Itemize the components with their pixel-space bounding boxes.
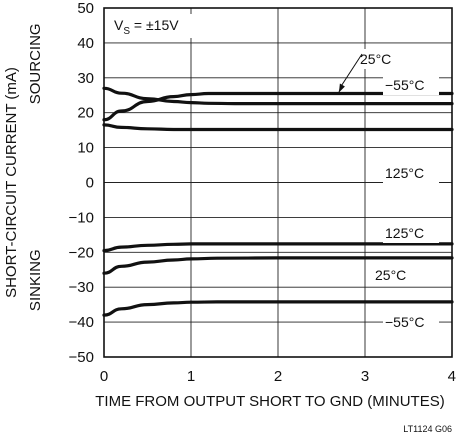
annotation-background bbox=[358, 49, 414, 69]
x-tick-label: 3 bbox=[361, 368, 369, 385]
annotation-arrowhead bbox=[338, 83, 345, 93]
curve-annotations: 25°C −55°C 125°C 125°C 25°C −55°C bbox=[338, 49, 439, 332]
annotation-background bbox=[383, 75, 439, 95]
y-tick-label: 30 bbox=[77, 70, 94, 87]
x-tick-label: 2 bbox=[274, 368, 282, 385]
condition-main: V bbox=[114, 17, 124, 33]
y-tick-label: 20 bbox=[77, 105, 94, 122]
figure-id: LT1124 G06 bbox=[403, 424, 452, 434]
annotation-background bbox=[383, 223, 439, 243]
y-tick-label: −50 bbox=[69, 349, 94, 366]
annotation-background bbox=[383, 312, 439, 332]
series-line bbox=[102, 123, 454, 132]
annotation-background bbox=[373, 265, 429, 285]
curve-annotation: 125°C bbox=[385, 165, 424, 181]
sourcing-label: SOURCING bbox=[27, 23, 44, 104]
y-tick-label: 10 bbox=[77, 140, 94, 157]
condition-rest: = ±15V bbox=[130, 17, 179, 33]
y-tick-label: −10 bbox=[69, 209, 94, 226]
x-tick-label: 4 bbox=[448, 368, 456, 385]
condition-label: VS = ±15V bbox=[114, 17, 179, 37]
curve-annotation: −55°C bbox=[385, 314, 424, 330]
curves bbox=[102, 86, 454, 317]
series-line bbox=[102, 300, 454, 317]
x-axis-label: TIME FROM OUTPUT SHORT TO GND (MINUTES) bbox=[95, 393, 444, 410]
series-line bbox=[102, 86, 454, 106]
y-tick-label: 50 bbox=[77, 0, 94, 17]
plot-frame bbox=[103, 7, 453, 358]
series-line bbox=[102, 256, 454, 275]
y-tick-label: −20 bbox=[69, 244, 94, 261]
x-tick-label: 1 bbox=[187, 368, 195, 385]
x-tick-label: 0 bbox=[100, 368, 108, 385]
y-tick-label: 0 bbox=[86, 175, 94, 192]
series-line bbox=[102, 242, 454, 253]
curve-annotation: −55°C bbox=[385, 77, 424, 93]
annotation-background bbox=[383, 163, 439, 183]
y-tick-label: −40 bbox=[69, 314, 94, 331]
y-tick-label: −30 bbox=[69, 279, 94, 296]
condition-subscript: S bbox=[123, 26, 130, 37]
series-line bbox=[102, 91, 454, 122]
curve-annotation: 25°C bbox=[360, 51, 391, 67]
y-tick-label: 40 bbox=[77, 35, 94, 52]
tick-labels: 50 40 30 20 10 0 −10 −20 −30 −40 −50 0 1 2 3 4 bbox=[69, 0, 456, 385]
sinking-label: SINKING bbox=[27, 249, 44, 311]
condition-label-background bbox=[110, 14, 200, 38]
curve-annotation: 125°C bbox=[385, 225, 424, 241]
curve-annotation: 25°C bbox=[375, 267, 406, 283]
y-axis-label: SHORT-CIRCUIT CURRENT (mA) bbox=[3, 67, 20, 298]
